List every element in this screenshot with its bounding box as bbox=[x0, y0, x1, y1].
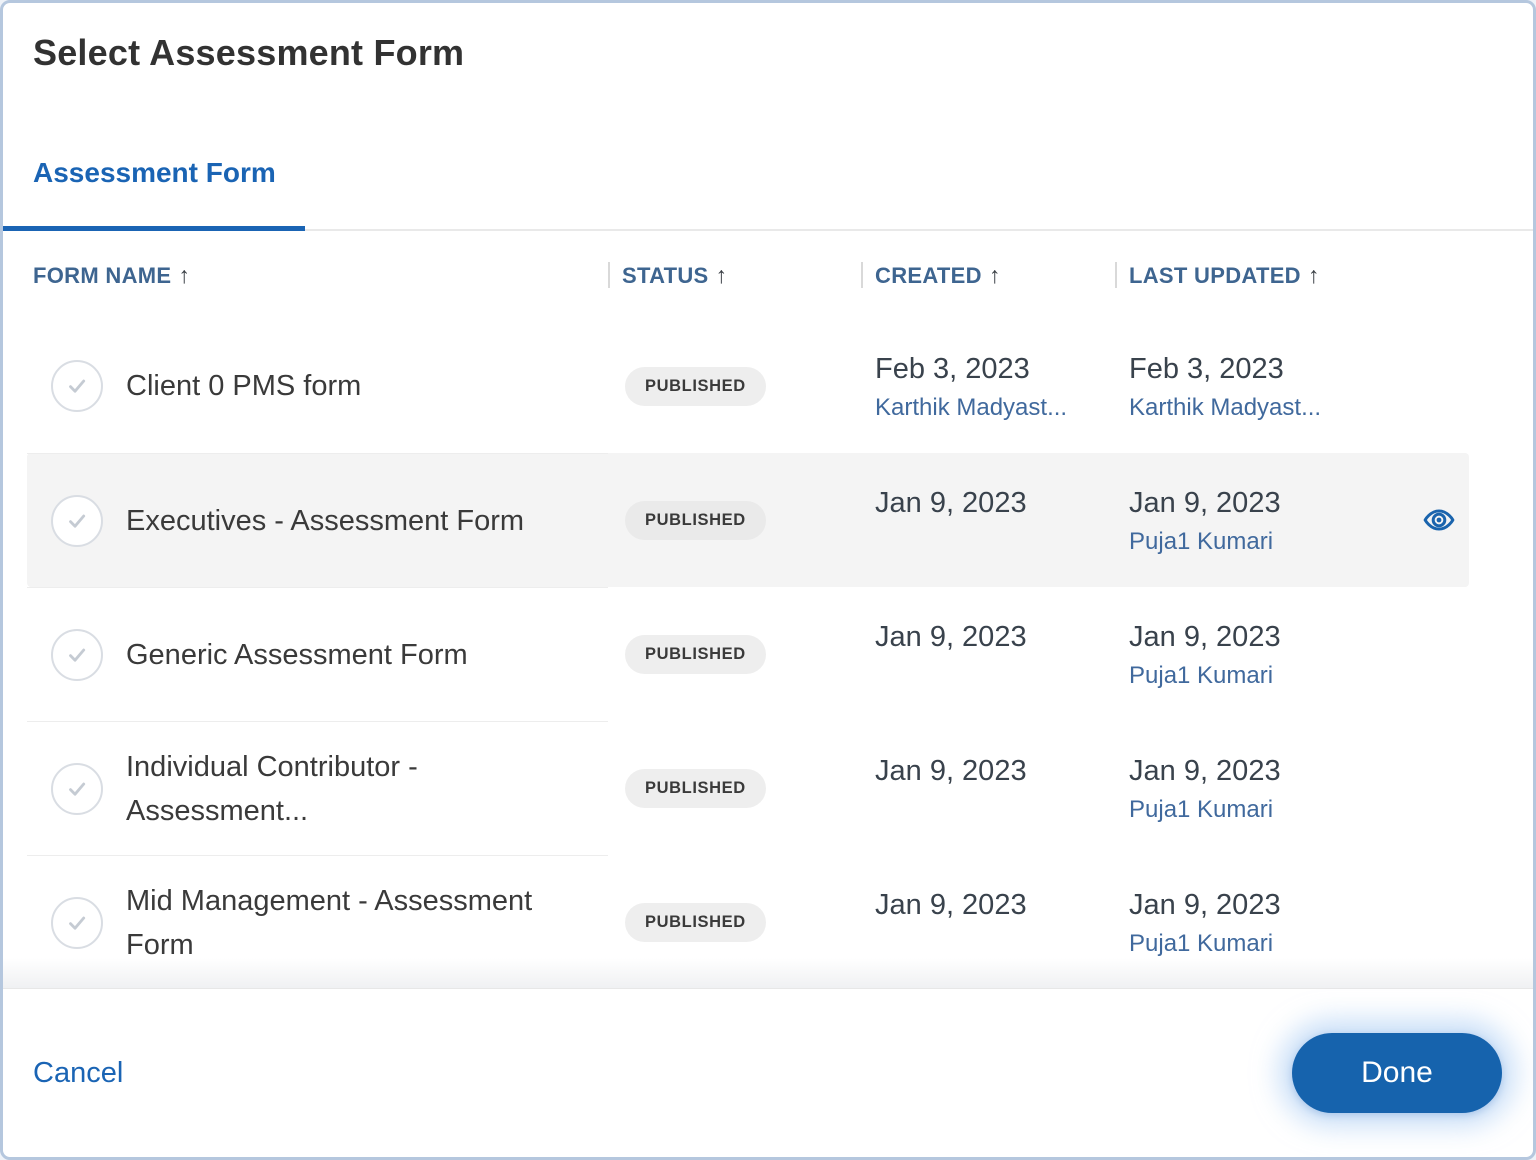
table-row[interactable]: Executives - Assessment Form PUBLISHED J… bbox=[27, 453, 1469, 587]
updated-by-link[interactable]: Puja1 Kumari bbox=[1129, 662, 1274, 689]
form-name: Generic Assessment Form bbox=[126, 638, 468, 671]
done-button[interactable]: Done bbox=[1292, 1033, 1502, 1113]
column-header-status[interactable]: STATUS ↑ bbox=[608, 262, 861, 289]
sort-asc-icon: ↑ bbox=[715, 261, 728, 288]
checkmark-icon bbox=[69, 916, 86, 930]
table-header-row: FORM NAME ↑ STATUS ↑ CREATED ↑ LAST UPDATED… bbox=[33, 231, 1469, 319]
table-row[interactable]: Individual Contributor - Assessment... P… bbox=[27, 721, 1469, 855]
row-select-checkbox[interactable] bbox=[51, 494, 103, 547]
preview-eye-icon[interactable] bbox=[1422, 503, 1456, 537]
row-select-checkbox[interactable] bbox=[51, 896, 103, 949]
updated-by-link[interactable]: Karthik Madyast... bbox=[1129, 394, 1322, 421]
updated-by-link[interactable]: Puja1 Kumari bbox=[1129, 528, 1274, 555]
row-select-checkbox[interactable] bbox=[51, 628, 103, 681]
status-badge: PUBLISHED bbox=[625, 634, 766, 674]
cancel-button[interactable]: Cancel bbox=[33, 1056, 124, 1089]
updated-by-link[interactable]: Puja1 Kumari bbox=[1129, 930, 1274, 957]
table-body: Client 0 PMS form PUBLISHED Feb 3, 2023 … bbox=[3, 319, 1533, 989]
created-date: Jan 9, 2023 bbox=[875, 889, 1027, 921]
column-header-last-updated[interactable]: LAST UPDATED ↑ bbox=[1115, 262, 1469, 289]
status-badge: PUBLISHED bbox=[625, 366, 766, 406]
updated-by-link[interactable]: Puja1 Kumari bbox=[1129, 796, 1274, 823]
table-row[interactable]: Client 0 PMS form PUBLISHED Feb 3, 2023 … bbox=[27, 319, 1469, 453]
row-select-checkbox[interactable] bbox=[51, 762, 103, 815]
sort-asc-icon: ↑ bbox=[178, 261, 191, 288]
checkmark-icon bbox=[69, 648, 86, 662]
dialog-footer: Cancel Done bbox=[3, 988, 1533, 1157]
status-badge: PUBLISHED bbox=[625, 768, 766, 808]
form-name: Executives - Assessment Form bbox=[126, 504, 525, 537]
column-header-created[interactable]: CREATED ↑ bbox=[861, 262, 1115, 289]
created-by-link[interactable]: Karthik Madyast... bbox=[875, 394, 1068, 421]
sort-asc-icon: ↑ bbox=[988, 261, 1001, 288]
created-date: Feb 3, 2023 bbox=[875, 353, 1030, 385]
checkmark-icon bbox=[69, 782, 86, 796]
tab-label: Assessment Form bbox=[33, 157, 276, 188]
sort-asc-icon: ↑ bbox=[1307, 261, 1320, 288]
tab-assessment-form[interactable]: Assessment Form bbox=[3, 155, 305, 231]
updated-date: Jan 9, 2023 bbox=[1129, 487, 1281, 519]
table-row[interactable]: Mid Management - Assessment Form PUBLISH… bbox=[27, 855, 1469, 989]
checkmark-icon bbox=[69, 379, 86, 393]
status-badge: PUBLISHED bbox=[625, 500, 766, 540]
created-date: Jan 9, 2023 bbox=[875, 621, 1027, 653]
checkmark-icon bbox=[69, 514, 86, 528]
created-date: Jan 9, 2023 bbox=[875, 487, 1027, 519]
form-name: Individual Contributor - Assessment... bbox=[126, 750, 418, 827]
table-row[interactable]: Generic Assessment Form PUBLISHED Jan 9,… bbox=[27, 587, 1469, 721]
form-name: Mid Management - Assessment Form bbox=[126, 884, 533, 961]
row-select-checkbox[interactable] bbox=[51, 360, 103, 412]
column-header-form-name[interactable]: FORM NAME ↑ bbox=[33, 261, 191, 288]
dialog-title: Select Assessment Form bbox=[33, 32, 465, 73]
updated-date: Feb 3, 2023 bbox=[1129, 353, 1284, 385]
form-name: Client 0 PMS form bbox=[126, 370, 362, 402]
updated-date: Jan 9, 2023 bbox=[1129, 621, 1281, 653]
tab-bar: Assessment Form bbox=[3, 155, 1533, 231]
updated-date: Jan 9, 2023 bbox=[1129, 889, 1281, 921]
updated-date: Jan 9, 2023 bbox=[1129, 755, 1281, 787]
created-date: Jan 9, 2023 bbox=[875, 755, 1027, 787]
status-badge: PUBLISHED bbox=[625, 902, 766, 942]
